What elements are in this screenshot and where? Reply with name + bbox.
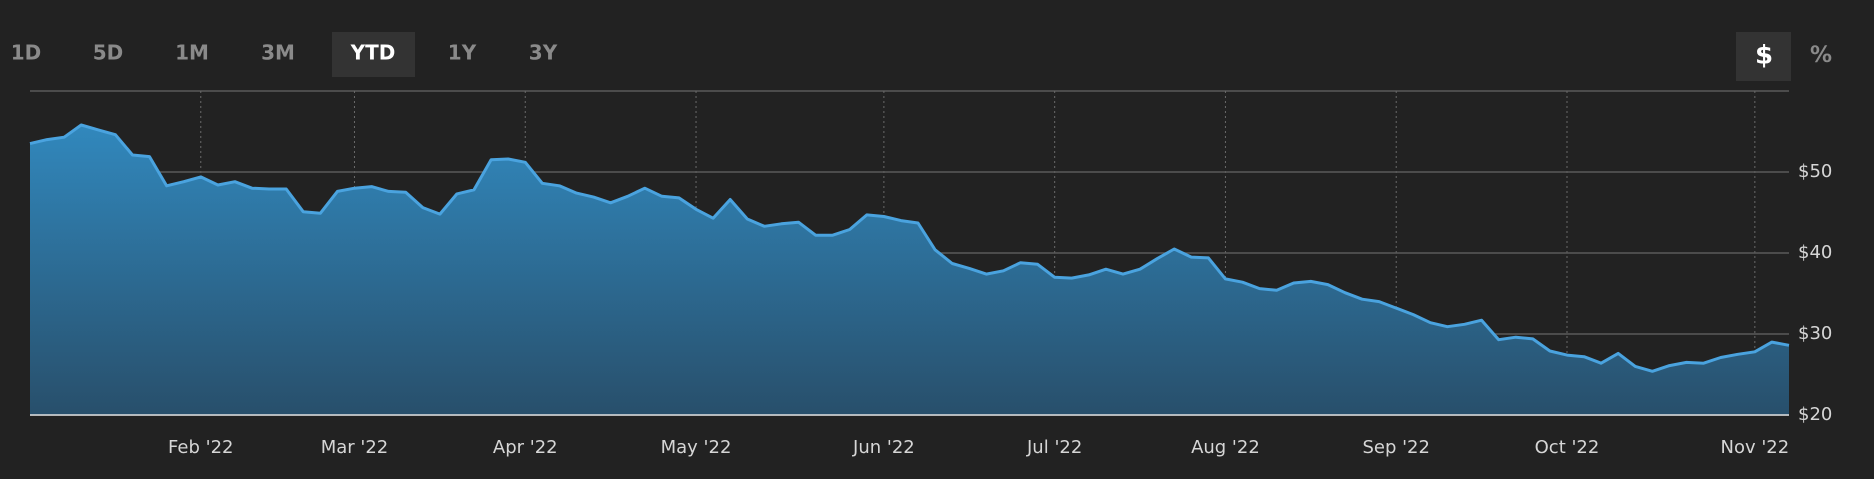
selected-range-bg — [332, 32, 415, 77]
x-tick-label: Jul '22 — [1026, 437, 1082, 458]
range-button[interactable]: 1M — [175, 41, 209, 65]
x-tick-label: Nov '22 — [1720, 437, 1789, 458]
range-button[interactable]: YTD — [350, 41, 396, 65]
y-tick-label: $40 — [1798, 242, 1832, 263]
x-tick-label: Feb '22 — [168, 437, 233, 458]
y-tick-label: $30 — [1798, 323, 1832, 344]
range-button[interactable]: 1D — [11, 41, 42, 65]
selected-unit-bg — [1736, 32, 1791, 81]
unit-button[interactable]: $ — [1755, 41, 1773, 71]
y-tick-label: $20 — [1798, 404, 1832, 425]
x-tick-label: Aug '22 — [1191, 437, 1260, 458]
x-tick-label: Apr '22 — [493, 437, 558, 458]
x-tick-label: Mar '22 — [321, 437, 389, 458]
x-tick-label: May '22 — [661, 437, 732, 458]
range-button[interactable]: 3M — [261, 41, 295, 65]
x-tick-label: Sep '22 — [1362, 437, 1430, 458]
unit-button[interactable]: % — [1810, 43, 1832, 68]
area-fill — [30, 125, 1789, 415]
range-button[interactable]: 1Y — [448, 41, 477, 65]
range-button[interactable]: 3Y — [529, 41, 558, 65]
price-line — [29, 123, 1790, 373]
x-tick-label: Jun '22 — [852, 437, 915, 458]
y-tick-label: $50 — [1798, 161, 1832, 182]
x-tick-label: Oct '22 — [1535, 437, 1600, 458]
range-button[interactable]: 5D — [93, 41, 124, 65]
